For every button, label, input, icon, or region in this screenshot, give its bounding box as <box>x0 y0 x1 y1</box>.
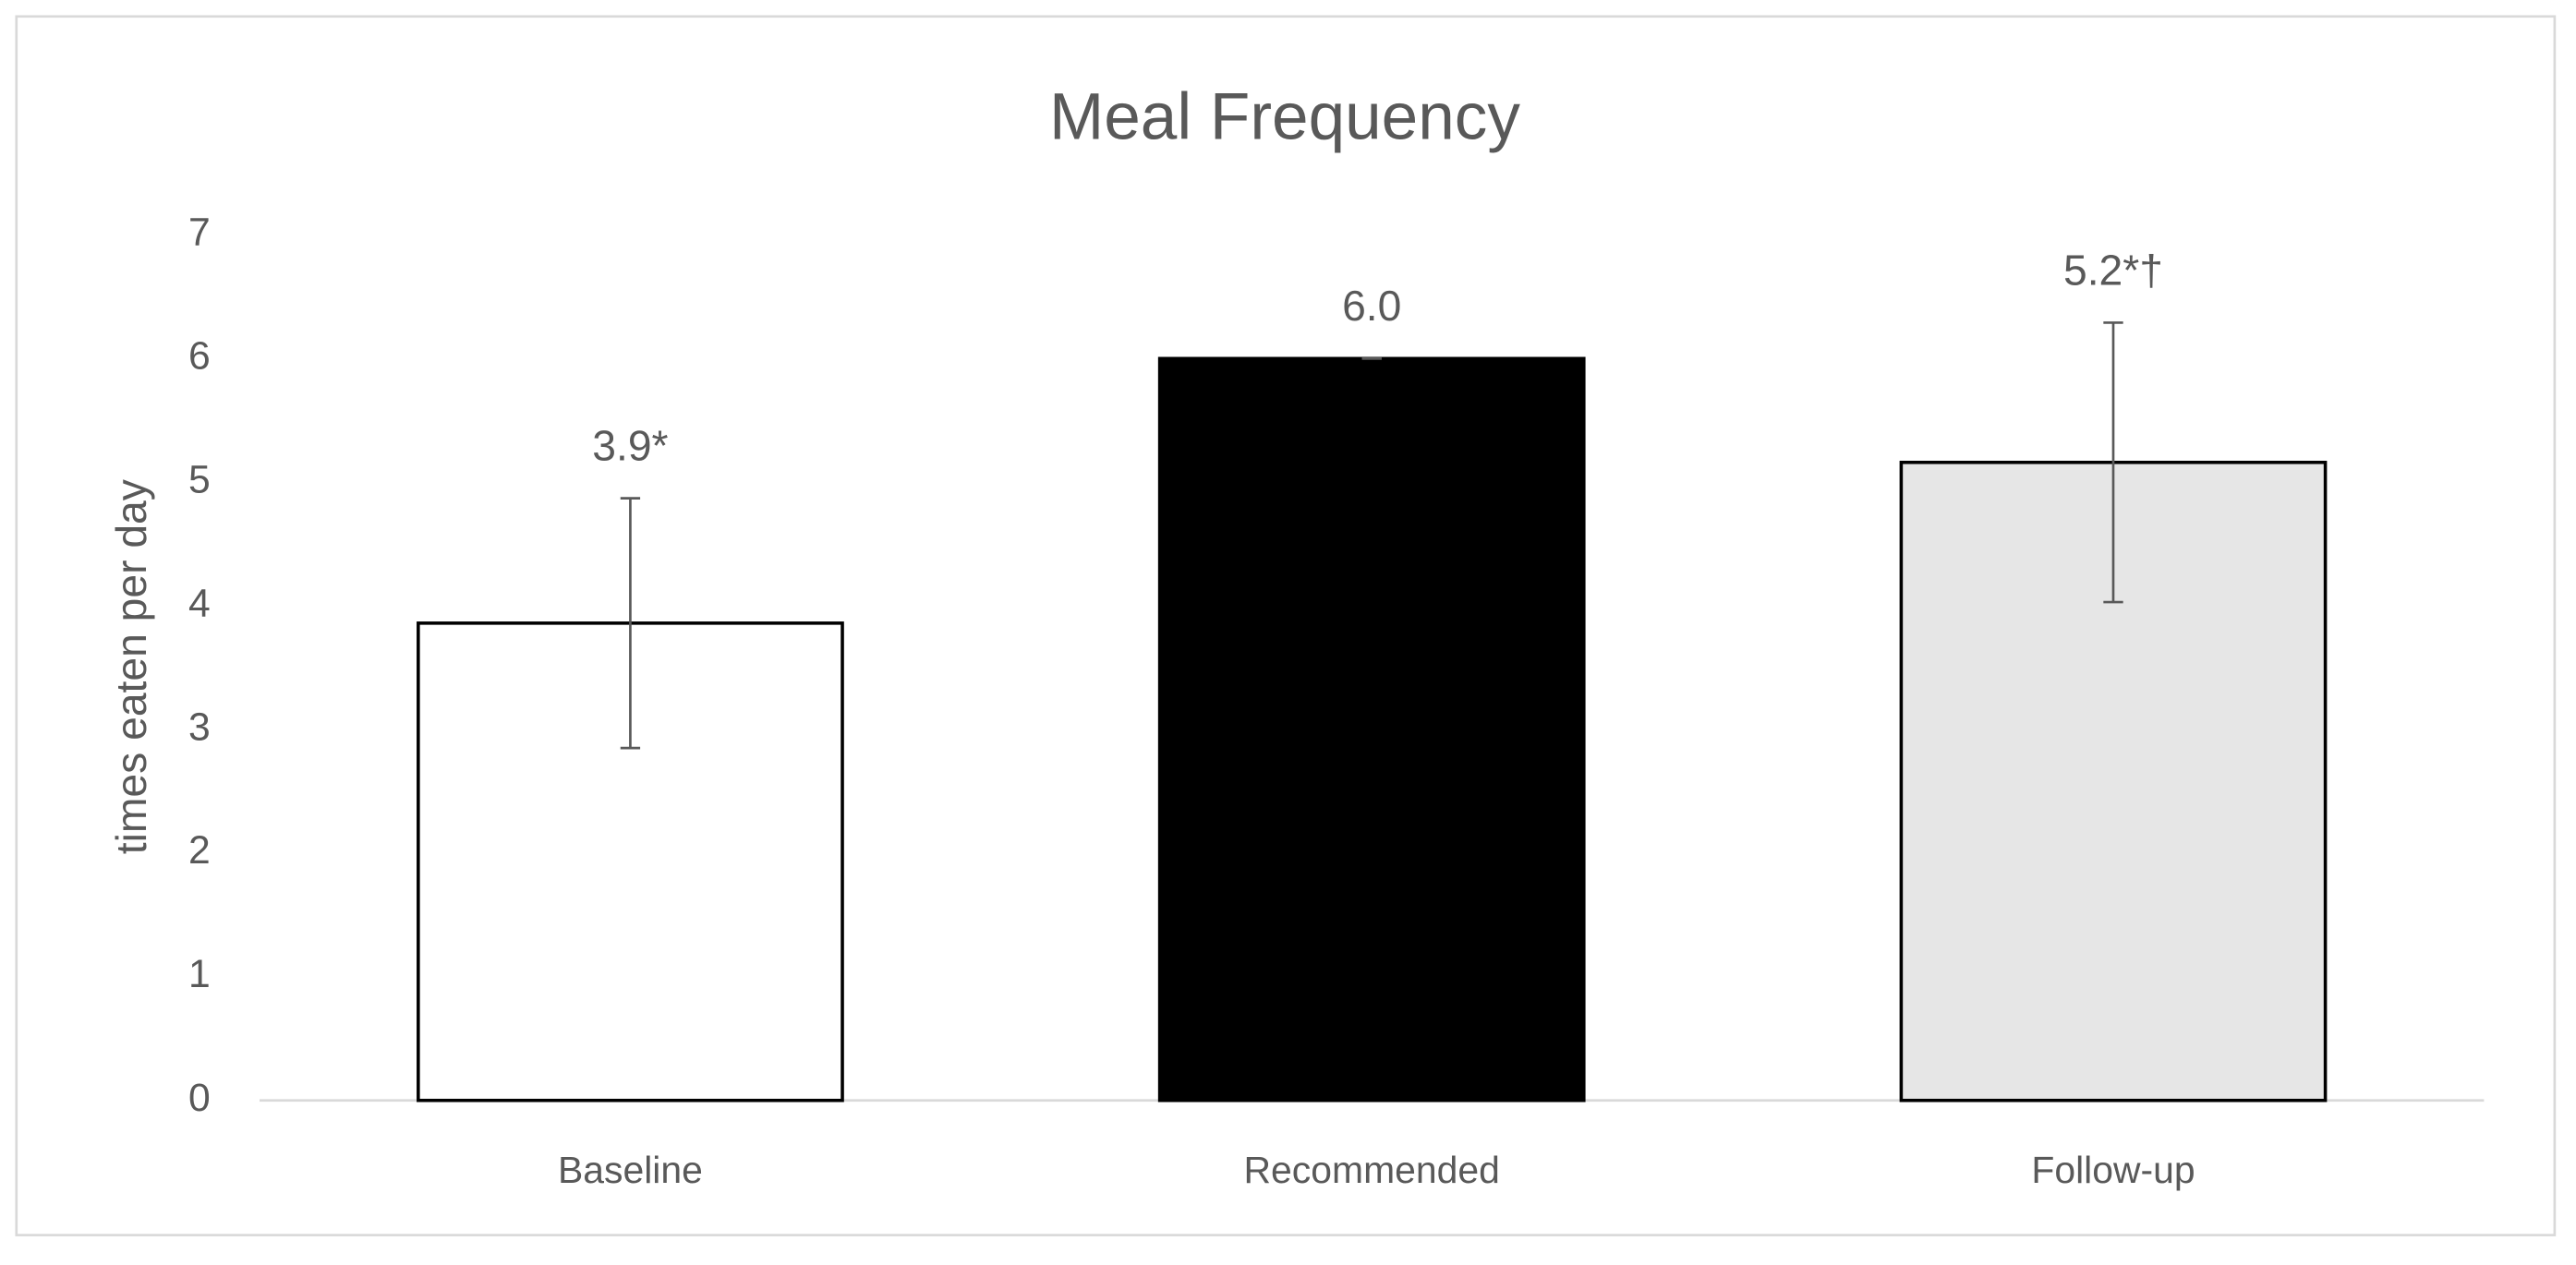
y-axis-label: times eaten per day <box>107 478 155 854</box>
y-tick-label: 5 <box>188 457 211 501</box>
y-tick-label: 6 <box>188 334 211 379</box>
x-tick-label: Baseline <box>558 1149 703 1191</box>
error-bar <box>620 497 641 750</box>
x-tick-label: Recommended <box>1244 1149 1500 1191</box>
chart-title: Meal Frequency <box>1049 80 1520 153</box>
y-tick-label: 0 <box>188 1076 211 1120</box>
y-tick-label: 4 <box>188 581 211 625</box>
value-label: 5.2*† <box>2063 246 2163 294</box>
x-tick-label: Follow-up <box>2031 1149 2195 1191</box>
y-tick-label: 2 <box>188 828 211 873</box>
y-tick-label: 3 <box>188 705 211 749</box>
bar <box>1157 356 1586 1102</box>
y-tick-label: 1 <box>188 952 211 996</box>
value-label: 3.9* <box>592 421 668 469</box>
error-bar <box>2103 321 2123 604</box>
value-label: 6.0 <box>1342 282 1401 330</box>
y-tick-label: 7 <box>188 211 211 255</box>
